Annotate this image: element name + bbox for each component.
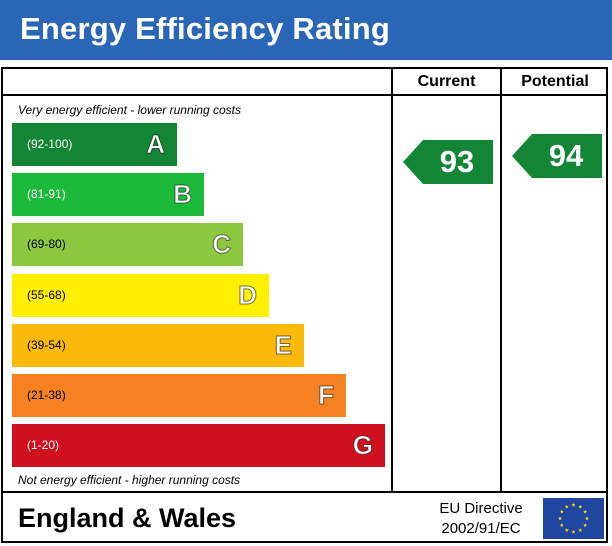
potential-column-divider [500, 67, 502, 493]
band-letter: D [238, 280, 258, 311]
band-e: (39-54) E [12, 324, 304, 367]
header-bar: Energy Efficiency Rating [0, 0, 612, 60]
bottom-note: Not energy efficient - higher running co… [18, 473, 241, 487]
band-letter: E [274, 330, 292, 361]
band-range-label: (81-91) [27, 187, 66, 201]
band-g: (1-20) G [12, 424, 385, 467]
potential-arrow-shape [512, 134, 602, 178]
current-column-header: Current [417, 73, 476, 90]
band-c: (69-80) C [12, 223, 243, 266]
band-letter: A [146, 129, 166, 160]
potential-column-header: Potential [521, 73, 589, 90]
band-letter: F [318, 380, 335, 411]
header-divider [1, 94, 608, 96]
eu-directive: EU Directive 2002/91/EC [412, 499, 550, 539]
potential-rating-arrow: 94 [512, 134, 602, 178]
eu-directive-line1: EU Directive [439, 500, 523, 517]
band-range-label: (21-38) [27, 388, 66, 402]
region-label: England & Wales [18, 503, 237, 533]
band-letter: G [352, 430, 373, 461]
current-rating-value: 93 [439, 144, 475, 179]
band-range-label: (69-80) [27, 237, 66, 251]
band-f: (21-38) F [12, 374, 346, 417]
band-letter: C [212, 229, 232, 260]
band-range-label: (1-20) [27, 438, 60, 452]
band-d: (55-68) D [12, 274, 269, 317]
band-a: (92-100) A [12, 123, 177, 166]
top-note: Very energy efficient - lower running co… [18, 103, 241, 117]
rating-table [1, 67, 608, 543]
band-range-label: (39-54) [27, 338, 66, 352]
eu-flag-icon [543, 498, 604, 539]
eu-directive-line2: 2002/91/EC [441, 520, 521, 537]
page-title: Energy Efficiency Rating [20, 11, 391, 46]
current-rating-arrow: 93 [403, 140, 493, 184]
band-range-label: (55-68) [27, 288, 66, 302]
current-column-divider [391, 67, 393, 493]
band-range-label: (92-100) [27, 137, 73, 151]
band-letter: B [173, 179, 193, 210]
potential-rating-value: 94 [548, 138, 584, 173]
band-b: (81-91) B [12, 173, 204, 216]
footer-divider [1, 491, 608, 493]
current-arrow-shape [403, 140, 493, 184]
